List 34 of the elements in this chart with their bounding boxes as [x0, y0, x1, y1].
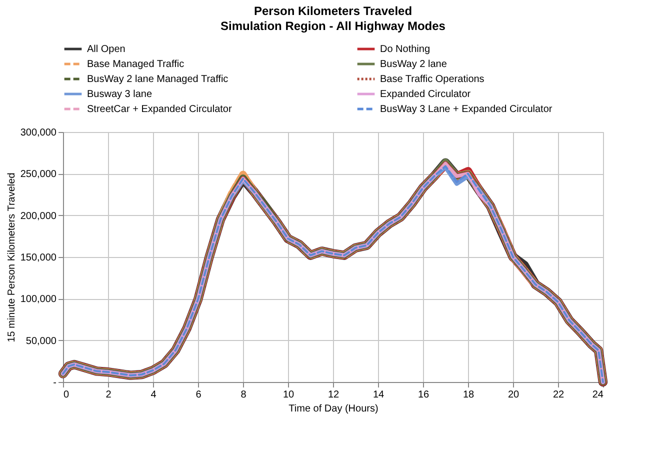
x-tick-label: 16 — [418, 390, 430, 400]
x-axis-title: Time of Day (Hours) — [288, 404, 378, 414]
x-tick-label: 6 — [196, 390, 202, 400]
legend-label: Base Managed Traffic — [87, 59, 184, 70]
x-tick-label: 22 — [552, 390, 564, 400]
legend-label: StreetCar + Expanded Circulator — [87, 104, 232, 115]
x-tick-label: 18 — [462, 390, 474, 400]
legend-label: BusWay 3 Lane + Expanded Circulator — [380, 104, 553, 115]
legend-label: BusWay 2 lane — [380, 59, 448, 70]
legend-label: Expanded Circulator — [380, 89, 472, 100]
legend-label: BusWay 2 lane Managed Traffic — [87, 74, 228, 85]
y-tick-label: 50,000 — [26, 336, 57, 347]
y-tick-label: 150,000 — [20, 252, 57, 264]
x-tick-label: 2 — [106, 390, 112, 400]
x-tick-label: 14 — [372, 390, 384, 400]
x-tick-label: 0 — [64, 390, 70, 400]
y-tick-label: 200,000 — [20, 210, 57, 222]
y-tick-label: 100,000 — [20, 294, 57, 306]
x-tick-label: 12 — [328, 390, 340, 400]
legend-label: Busway 3 lane — [87, 89, 152, 100]
chart-subtitle: Simulation Region - All Highway Modes — [220, 19, 446, 33]
y-tick-label: 300,000 — [20, 128, 57, 138]
x-tick-label: 20 — [508, 390, 520, 400]
x-tick-label: 24 — [592, 390, 604, 400]
legend-label: All Open — [87, 44, 126, 55]
x-tick-label: 10 — [282, 390, 294, 400]
x-tick-label: 8 — [240, 390, 247, 400]
x-tick-label: 4 — [150, 390, 157, 400]
y-tick-label: 250,000 — [20, 169, 57, 180]
legend-label: Base Traffic Operations — [380, 74, 484, 85]
y-tick-label: - — [53, 378, 56, 388]
legend-label: Do Nothing — [380, 44, 430, 55]
chart-title: Person Kilometers Traveled — [254, 4, 412, 18]
y-axis-title: 15 minute Person Kilometers Traveled — [6, 172, 18, 342]
